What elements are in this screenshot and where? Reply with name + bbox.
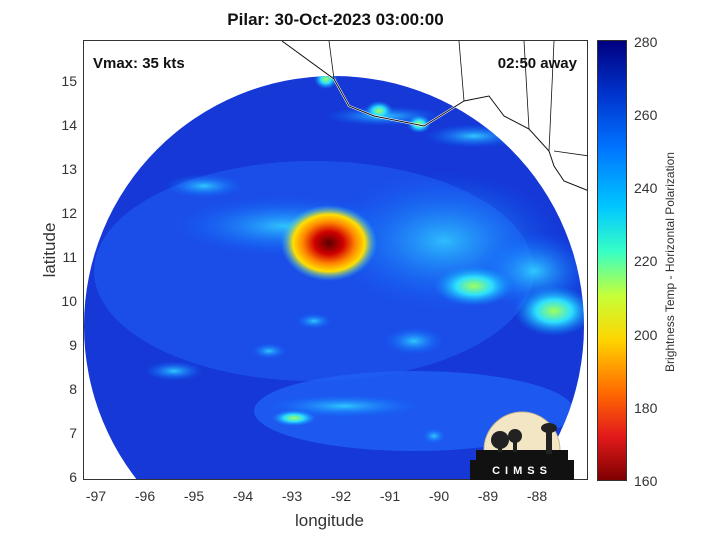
x-tick: -88 xyxy=(526,488,548,504)
colorbar-tick: 200 xyxy=(634,327,658,343)
colorbar-tick: 260 xyxy=(634,107,658,123)
colorbar-tick: 160 xyxy=(634,473,658,489)
cimss-logo-text: CIMSS xyxy=(492,465,552,477)
swath-disc xyxy=(84,76,584,479)
y-tick: 14 xyxy=(61,117,77,133)
y-tick: 8 xyxy=(69,381,77,397)
storm-core xyxy=(281,205,377,281)
y-tick: 13 xyxy=(61,161,77,177)
cimss-logo: CIMSS xyxy=(470,411,574,480)
y-axis-label: latitude xyxy=(40,222,59,278)
x-tick: -94 xyxy=(232,488,254,504)
y-tick: 12 xyxy=(61,205,77,221)
x-tick: -95 xyxy=(183,488,205,504)
time-away-label: 02:50 away xyxy=(497,55,577,72)
y-tick: 15 xyxy=(61,73,77,89)
x-tick: -91 xyxy=(379,488,401,504)
x-tick: -97 xyxy=(85,488,107,504)
colorbar-tick: 180 xyxy=(634,400,658,416)
x-tick: -92 xyxy=(330,488,352,504)
y-tick: 11 xyxy=(62,249,77,265)
vmax-label: Vmax: 35 kts xyxy=(93,55,185,72)
x-tick: -96 xyxy=(134,488,156,504)
y-tick: 6 xyxy=(69,469,77,485)
y-tick: 10 xyxy=(61,293,77,309)
brightness-temp-map xyxy=(84,41,587,479)
colorbar-label: Brightness Temp - Horizontal Polarizatio… xyxy=(663,152,677,372)
y-tick: 9 xyxy=(69,337,77,353)
colorbar-tick: 240 xyxy=(634,180,658,196)
map-plot-area: Vmax: 35 kts 02:50 away xyxy=(83,40,588,480)
plot-title: Pilar: 30-Oct-2023 03:00:00 xyxy=(227,10,444,29)
y-tick: 7 xyxy=(69,425,77,441)
x-tick: -89 xyxy=(477,488,499,504)
x-axis-label: longitude xyxy=(295,511,365,530)
colorbar-tick: 220 xyxy=(634,253,658,269)
x-tick: -90 xyxy=(428,488,450,504)
colorbar xyxy=(597,40,627,481)
colorbar-tick: 280 xyxy=(634,34,658,50)
x-tick: -93 xyxy=(281,488,303,504)
